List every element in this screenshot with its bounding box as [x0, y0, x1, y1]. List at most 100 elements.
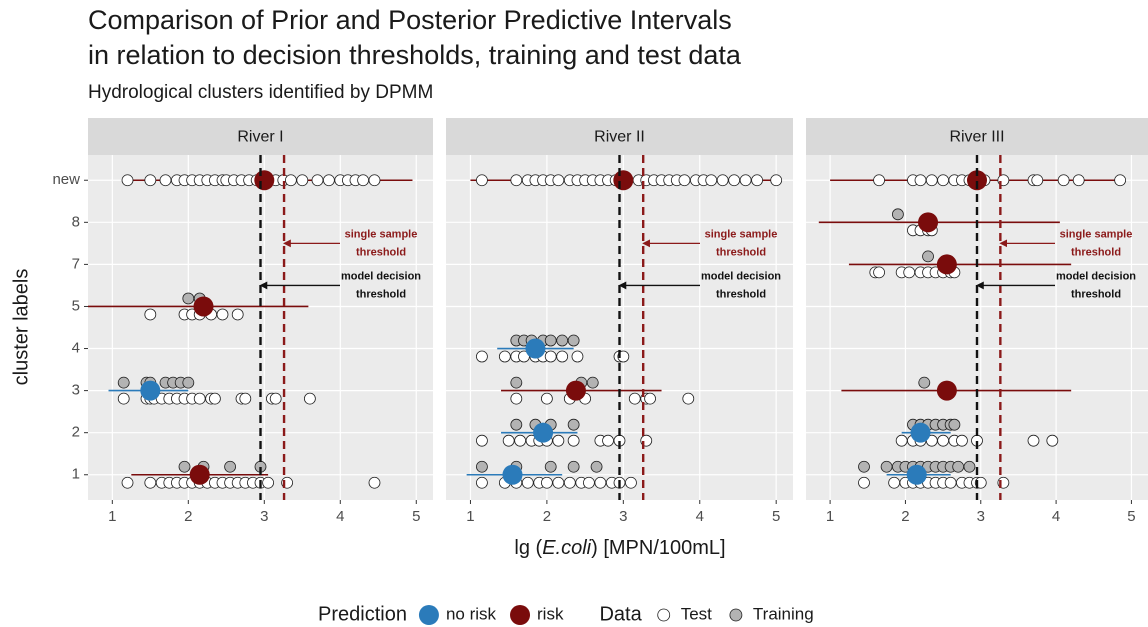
test-point: [368, 174, 381, 187]
test-point: [540, 476, 553, 489]
training-point: [182, 376, 195, 389]
x-tick-label: 5: [1127, 508, 1135, 525]
training-point: [567, 334, 580, 347]
x-tick-label: 2: [184, 508, 192, 525]
test-point: [873, 266, 885, 279]
x-tick-label: 1: [826, 508, 834, 525]
annotation: threshold: [716, 288, 766, 300]
legend-label: no risk: [446, 604, 497, 623]
x-tick-label: 2: [543, 508, 551, 525]
test-point: [322, 174, 335, 187]
test-point: [914, 174, 927, 187]
test-point: [1057, 174, 1070, 187]
annotation: model decision: [1056, 270, 1136, 282]
prediction-point: [565, 380, 586, 401]
prediction-point: [254, 170, 275, 191]
prediction-point: [918, 212, 939, 233]
strip-label: River II: [594, 129, 645, 146]
test-point: [476, 174, 488, 187]
test-point: [888, 476, 901, 489]
test-point: [552, 476, 565, 489]
prediction-point: [193, 296, 214, 317]
test-point: [873, 174, 885, 187]
test-point: [567, 434, 580, 447]
test-point: [895, 434, 908, 447]
test-point: [563, 476, 576, 489]
test-point: [357, 174, 369, 187]
test-point: [770, 174, 783, 187]
annotation: threshold: [356, 288, 406, 300]
prediction-point: [525, 338, 546, 359]
training-point: [476, 460, 488, 473]
training-point: [858, 460, 870, 473]
y-tick-label: 2: [72, 424, 80, 441]
test-point: [552, 174, 565, 187]
training-point: [567, 460, 580, 473]
annotation: threshold: [356, 246, 406, 258]
test-point: [583, 476, 595, 489]
y-tick-label: 8: [72, 213, 80, 230]
training-point: [556, 334, 569, 347]
title: Comparison of Prior and Posterior Predic…: [88, 5, 732, 35]
y-axis-label: cluster labels: [10, 269, 32, 386]
x-tick-label: 4: [336, 508, 344, 525]
test-point: [144, 174, 157, 187]
test-point: [571, 350, 584, 363]
x-label-part: ) [MPN/100mL]: [591, 537, 725, 559]
training-point: [510, 418, 523, 431]
annotation: threshold: [1071, 246, 1121, 258]
legend: Prediction no risk risk Data Test Training: [318, 603, 814, 625]
x-tick-label: 3: [977, 508, 985, 525]
test-point: [296, 174, 309, 187]
x-tick-label: 1: [108, 508, 116, 525]
test-point: [552, 434, 565, 447]
training-point: [510, 376, 523, 389]
test-point: [1114, 174, 1127, 187]
test-point: [510, 392, 523, 405]
x-tick-label: 5: [412, 508, 420, 525]
training-point: [963, 460, 976, 473]
test-point: [216, 308, 229, 321]
strip-label: River I: [237, 129, 283, 146]
test-point: [269, 392, 282, 405]
training-point: [922, 250, 934, 263]
legend-label: Test: [681, 604, 712, 623]
annotation: threshold: [1071, 288, 1121, 300]
test-point: [937, 174, 950, 187]
strip: [88, 118, 433, 155]
test-point: [628, 392, 641, 405]
test-point: [556, 350, 569, 363]
test-point: [1031, 174, 1044, 187]
legend-label: risk: [537, 604, 564, 623]
test-point: [514, 434, 527, 447]
test-point: [540, 392, 553, 405]
annotation: single sample: [705, 228, 778, 240]
test-point: [956, 434, 968, 447]
test-point: [739, 174, 752, 187]
x-label-part: lg (: [514, 537, 542, 559]
test-point: [682, 392, 695, 405]
test-point: [521, 476, 534, 489]
x-tick-label: 4: [1052, 508, 1060, 525]
test-point: [476, 434, 488, 447]
test-point: [311, 174, 324, 187]
training-point: [544, 460, 557, 473]
test-point: [925, 174, 938, 187]
test-point: [193, 392, 206, 405]
x-tick-label: 3: [619, 508, 627, 525]
y-tick-label: 7: [72, 255, 80, 272]
test-point: [625, 476, 637, 489]
annotation: single sample: [345, 228, 418, 240]
test-point: [303, 392, 316, 405]
test-point: [121, 174, 134, 187]
test-point: [476, 476, 488, 489]
legend-title: Prediction: [318, 603, 407, 625]
training-point: [178, 460, 191, 473]
legend-title: Data: [599, 603, 642, 625]
training-point: [948, 418, 961, 431]
subtitle: Hydrological clusters identified by DPMM: [88, 82, 433, 103]
prediction-point: [967, 170, 987, 191]
test-point: [117, 392, 130, 405]
test-point: [239, 392, 252, 405]
